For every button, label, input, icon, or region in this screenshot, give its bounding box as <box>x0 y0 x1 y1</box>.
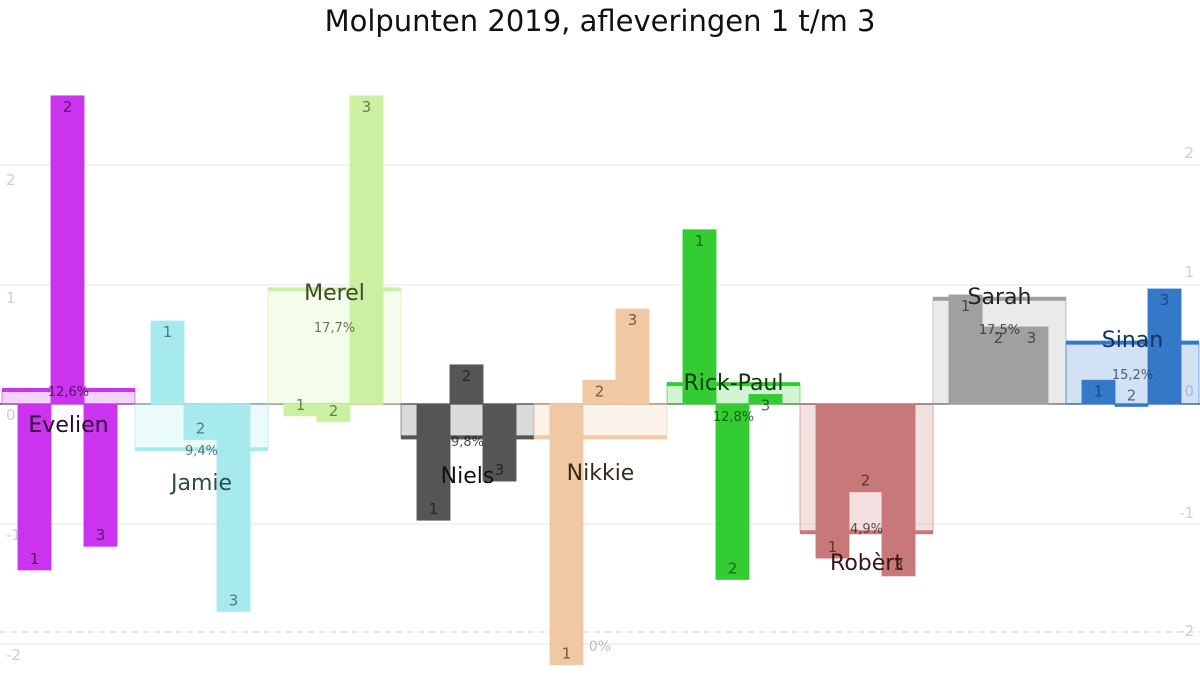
bar-episode-label: 3 <box>761 397 771 415</box>
bar-episode-2 <box>848 403 883 493</box>
percentage-label: 17,5% <box>979 323 1020 338</box>
candidate-name: Nikkie <box>567 461 635 486</box>
bar-episode-label: 2 <box>994 329 1004 347</box>
bar-episode-1 <box>682 229 717 405</box>
candidate-group-robèrt: 1 2 3 4,9% Robèrt <box>799 403 934 577</box>
right-tick-label: 1 <box>1184 263 1194 281</box>
bar-episode-label: 2 <box>196 420 206 438</box>
candidate-name: Robèrt <box>830 551 903 576</box>
candidate-group-niels: 1 2 3 9,8% Niels <box>400 364 535 521</box>
candidate-group-rick-paul: 1 2 3 12,8% Rick-Paul <box>666 229 801 580</box>
bar-episode-2 <box>316 403 351 423</box>
left-tick-label: 0 <box>6 406 16 424</box>
candidate-name: Sarah <box>968 285 1032 310</box>
percentage-label: 12,6% <box>48 385 89 400</box>
bar-episode-label: 2 <box>595 382 605 400</box>
candidate-name: Sinan <box>1102 328 1163 353</box>
bar-episode-3 <box>748 394 783 405</box>
candidate-name: Rick-Paul <box>684 371 784 396</box>
right-tick-label: 2 <box>1184 144 1194 162</box>
right-tick-label: -2 <box>1179 622 1194 640</box>
bar-episode-label: 3 <box>96 526 106 544</box>
percentage-label: 4,9% <box>850 522 883 537</box>
bar-episode-label: 2 <box>861 472 871 490</box>
bar-episode-label: 3 <box>1160 291 1170 309</box>
percentage-label: 12,8% <box>713 410 754 425</box>
bar-episode-2 <box>449 364 484 405</box>
candidate-name: Jamie <box>169 471 232 496</box>
bar-episode-label: 2 <box>329 402 339 420</box>
percentage-label: 17,7% <box>314 321 355 336</box>
left-tick-label: 2 <box>6 171 16 189</box>
chart-title: Molpunten 2019, afleveringen 1 t/m 3 <box>324 4 876 38</box>
bar-episode-3 <box>1147 288 1182 405</box>
bar-episode-label: 3 <box>628 311 638 329</box>
left-tick-label: -1 <box>6 526 21 544</box>
candidate-group-sarah: 1 2 3 17,5% Sarah <box>932 285 1067 405</box>
bar-episode-3 <box>482 403 517 482</box>
bar-episode-label: 2 <box>1127 386 1137 404</box>
percentage-label: 15,2% <box>1112 368 1153 383</box>
bar-episode-2 <box>50 95 85 405</box>
bar-episode-1 <box>948 294 983 405</box>
left-tick-label: 1 <box>6 289 16 307</box>
bar-episode-1 <box>17 403 52 571</box>
right-tick-label: 0 <box>1184 382 1194 400</box>
bar-episode-label: 1 <box>695 232 705 250</box>
bar-episode-3 <box>881 403 916 577</box>
bar-episode-label: 1 <box>163 323 173 341</box>
bar-episode-label: 1 <box>296 396 306 414</box>
bar-episode-2 <box>715 403 750 580</box>
bar-episode-3 <box>615 308 650 405</box>
bar-episode-3 <box>216 403 251 612</box>
bar-episode-3 <box>349 95 384 405</box>
bar-episode-label: 1 <box>429 500 439 518</box>
candidate-name: Evelien <box>28 413 108 438</box>
candidate-group-jamie: 1 2 3 9,4% Jamie <box>134 320 269 612</box>
bar-episode-label: 2 <box>728 559 738 577</box>
bar-episode-label: 1 <box>562 645 572 663</box>
candidate-group-merel: 1 2 3 17,7% Merel <box>267 95 402 423</box>
bar-episode-1 <box>416 403 451 521</box>
bar-episode-1 <box>1081 379 1116 405</box>
zero-percent-label: 0% <box>589 639 611 655</box>
candidate-name: Niels <box>441 464 495 489</box>
bar-episode-label: 2 <box>63 98 73 116</box>
bar-episode-label: 2 <box>462 367 472 385</box>
labels-layer: 0% <box>589 639 611 655</box>
bar-episode-label: 1 <box>30 550 40 568</box>
bar-episode-2 <box>981 326 1016 405</box>
bar-episode-2 <box>183 403 218 441</box>
bar-episode-1 <box>150 320 185 405</box>
candidate-name: Merel <box>304 281 365 306</box>
bar-episode-1 <box>549 403 584 666</box>
bar-episode-label: 3 <box>362 98 372 116</box>
bar-episode-3 <box>1014 326 1049 405</box>
bar-episode-2 <box>1114 403 1149 407</box>
percentage-label: 9,4% <box>185 444 218 459</box>
bar-episode-label: 3 <box>894 556 904 574</box>
bars-layer: 1 2 3 12,6% Evelien 1 2 3 9,4% Jamie 1 2 3 17,7% Merel… <box>1 95 1200 666</box>
candidate-group-evelien: 1 2 3 12,6% Evelien <box>1 95 136 571</box>
bar-episode-label: 1 <box>828 538 838 556</box>
bar-episode-label: 1 <box>961 297 971 315</box>
candidate-group-nikkie: 1 2 3 Nikkie <box>533 308 668 666</box>
left-tick-label: -2 <box>6 646 21 664</box>
candidate-group-sinan: 1 2 3 15,2% Sinan <box>1065 288 1200 407</box>
right-tick-label: -1 <box>1179 504 1194 522</box>
bar-episode-3 <box>83 403 118 547</box>
bar-episode-label: 1 <box>1094 382 1104 400</box>
bar-episode-label: 3 <box>229 591 239 609</box>
percentage-label: 9,8% <box>451 435 484 450</box>
bar-episode-label: 3 <box>1027 329 1037 347</box>
bar-episode-1 <box>815 403 850 559</box>
bar-episode-label: 3 <box>495 461 505 479</box>
